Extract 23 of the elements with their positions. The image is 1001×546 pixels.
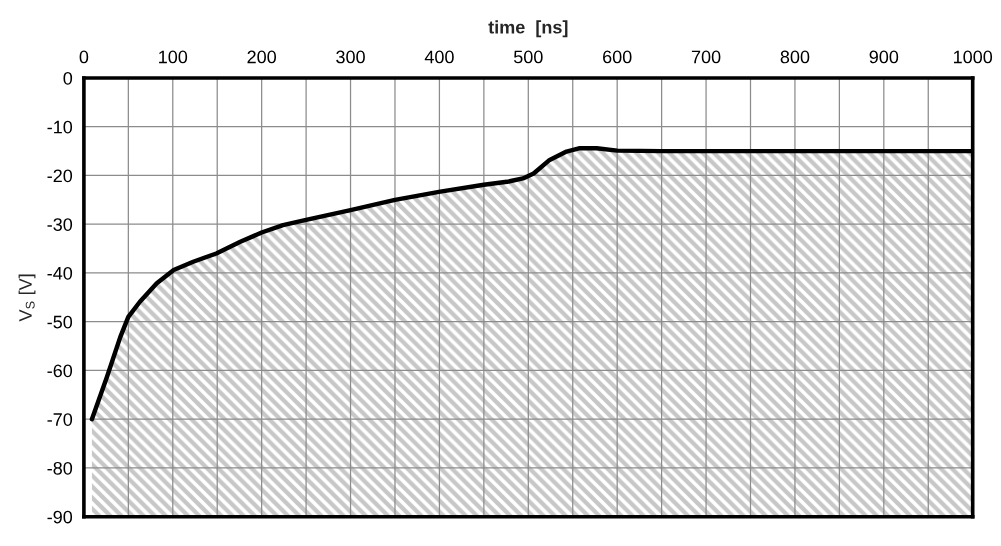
x-tick-label: 700: [691, 50, 721, 64]
y-tick-label: -60: [47, 364, 73, 378]
x-axis-title: time [ns]: [488, 20, 568, 38]
x-tick-label: 600: [603, 50, 632, 64]
y-tick-label: -20: [47, 169, 73, 183]
y-tick-label: -40: [47, 266, 73, 280]
y-tick-label: -10: [47, 120, 73, 134]
x-tick-label: 200: [247, 50, 277, 64]
x-tick-label: 900: [869, 50, 899, 64]
y-tick-label: -90: [47, 510, 73, 524]
x-tick-label: 500: [513, 50, 543, 64]
y-tick-label: -30: [47, 218, 73, 231]
x-tick-label: 1000: [954, 50, 993, 64]
y-tick-label: -80: [47, 461, 73, 475]
x-tick-label: 400: [424, 50, 454, 64]
y-tick-label: -50: [47, 315, 73, 329]
x-tick-label: 100: [159, 50, 188, 64]
y-tick-label: -70: [47, 413, 73, 426]
x-tick-label: 800: [780, 50, 810, 64]
x-tick-label: 0: [79, 50, 89, 64]
x-tick-label: 300: [336, 50, 365, 64]
y-axis-title: V$_{S}$ [V]: [18, 274, 36, 322]
y-tick-label: 0: [63, 71, 73, 85]
